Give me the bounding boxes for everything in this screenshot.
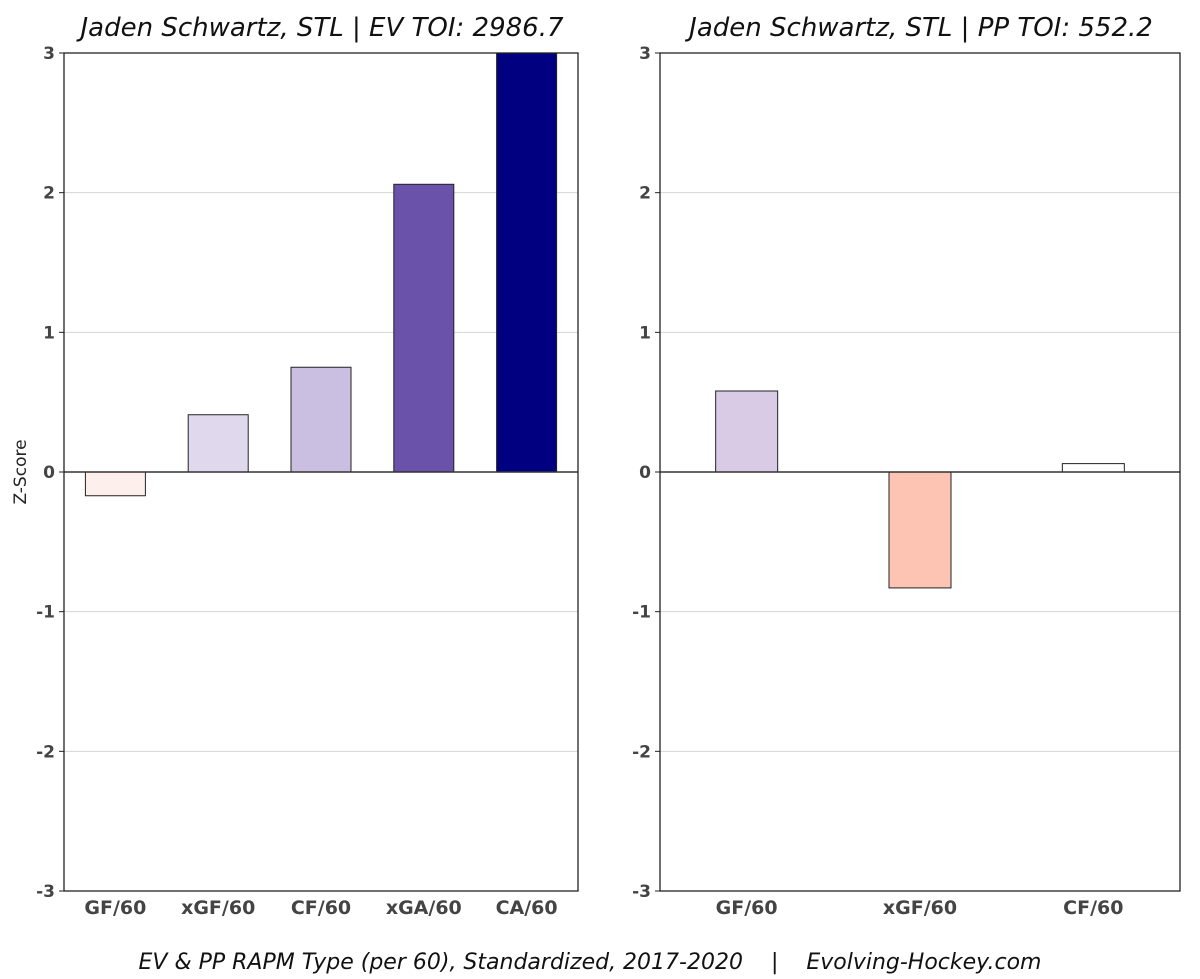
pp-y-tick-label: -2 [632,742,651,762]
pp-chart-panel: GF/60 xGF/60 CF/60 3 2 1 0 -1 -2 -3 Jaden Schwartz… [632,13,1181,919]
ev-bar-xga-60 [393,183,455,473]
ev-x-tick-label: CA/60 [496,897,558,919]
pp-bar-gf-60 [715,390,779,473]
ev-bar-gf-60 [84,471,146,497]
pp-x-tick-label: CF/60 [1063,897,1123,919]
ev-y-tick-label: 2 [43,184,55,204]
pp-x-tick-label: GF/60 [716,897,778,919]
ev-x-tick-label: xGA/60 [386,897,462,919]
pp-y-tick-label: 3 [639,44,651,64]
ev-y-tick-label: 0 [43,463,55,483]
ev-y-tick-label: 3 [43,44,55,64]
ev-y-tick-label: -2 [36,742,55,762]
ev-chart-title: Jaden Schwartz, STL | EV TOI: 2986.7 [75,13,563,43]
ev-bar-xgf-60 [187,414,249,473]
pp-bar-cf-60 [1061,463,1125,473]
ev-y-tick-label: -3 [36,882,55,902]
pp-y-tick-label: 2 [639,184,651,204]
ev-y-tick-label: -1 [36,603,55,623]
pp-chart-title: Jaden Schwartz, STL | PP TOI: 552.2 [684,13,1153,43]
ev-chart-panel: GF/60 xGF/60 CF/60 xGA/60 CA/60 3 2 1 0 -1 -2 -3 Jad… [11,13,579,919]
pp-y-tick-label: 1 [639,323,651,343]
ev-bar-cf-60 [290,366,352,473]
pp-y-tick-label: 0 [639,463,651,483]
pp-y-tick-label: -1 [632,603,651,623]
ev-bar-ca-60 [496,52,558,473]
ev-y-tick-label: 1 [43,323,55,343]
pp-x-tick-label: xGF/60 [883,897,957,919]
ev-y-axis-label: Z-Score [11,439,31,504]
ev-x-tick-label: CF/60 [291,897,351,919]
ev-x-tick-label: xGF/60 [181,897,255,919]
chart-footer-caption: EV & PP RAPM Type (per 60), Standardized… [139,950,1042,975]
ev-x-tick-label: GF/60 [84,897,146,919]
pp-y-tick-label: -3 [632,882,651,902]
pp-bar-xgf-60 [888,471,952,589]
